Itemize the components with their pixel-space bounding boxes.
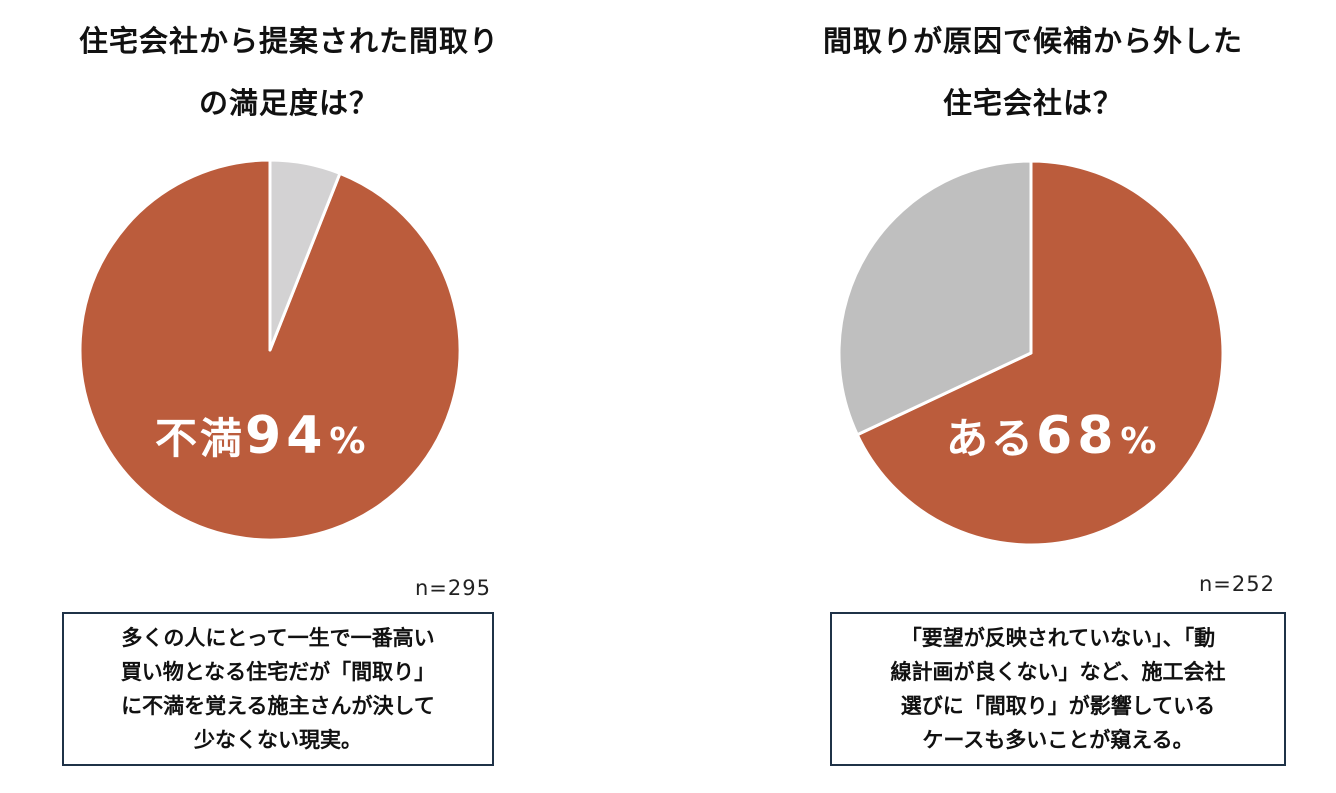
pie-slice-remainder — [268, 158, 342, 352]
slice-label-value: 94 — [245, 406, 328, 466]
slice-label-unit: % — [1120, 421, 1160, 462]
pie-slice-remainder — [837, 159, 1033, 437]
comment-line: 買い物となる住宅だが「間取り」 — [120, 660, 436, 684]
chart-title-line: 住宅会社は？ — [942, 86, 1123, 120]
slice-label-value: 68 — [1036, 406, 1119, 466]
comment-line: 選びに「間取り」が影響している — [900, 694, 1216, 718]
slice-data-label: 不満94% — [155, 405, 368, 466]
comment-text: 「要望が反映されていない」、「動 線計画が良くない」など、施工会社 選びに「間取… — [891, 621, 1226, 757]
comment-line: 線計画が良くない」など、施工会社 — [890, 660, 1226, 684]
comment-line: 「要望が反映されていない」、「動 — [900, 626, 1216, 650]
slice-label-word: ある — [946, 414, 1037, 463]
comment-box: 多くの人にとって一生で一番高い 買い物となる住宅だが「間取り」 に不満を覚える施… — [62, 612, 494, 766]
chart-title-line: の満足度は？ — [198, 86, 379, 120]
comment-box: 「要望が反映されていない」、「動 線計画が良くない」など、施工会社 選びに「間取… — [830, 612, 1286, 766]
sample-size-label: n=252 — [1199, 572, 1275, 596]
chart-title-line: 間取りが原因で候補から外した — [822, 24, 1243, 58]
comment-line: 少なくない現実。 — [194, 728, 362, 752]
comment-text: 多くの人にとって一生で一番高い 買い物となる住宅だが「間取り」 に不満を覚える施… — [121, 621, 435, 757]
slice-label-unit: % — [329, 421, 369, 462]
comment-line: に不満を覚える施主さんが決して — [121, 694, 435, 718]
chart-title: 間取りが原因で候補から外した 住宅会社は？ — [763, 10, 1303, 134]
chart-title-line: 住宅会社から提案された間取り — [78, 24, 499, 58]
pie-slice-ある — [855, 159, 1225, 547]
chart-panel-dissatisfaction: 住宅会社から提案された間取り の満足度は？ 不満94% n=295 多くの人にと… — [20, 10, 558, 766]
comment-line: 多くの人にとって一生で一番高い — [121, 626, 435, 650]
slice-data-label: ある68% — [946, 405, 1159, 466]
pie-chart — [837, 159, 1225, 547]
comment-line: ケースも多いことが窺える。 — [922, 728, 1194, 752]
slice-label-word: 不満 — [155, 414, 246, 463]
pie-chart — [78, 158, 462, 542]
chart-panel-excluded-companies: 間取りが原因で候補から外した 住宅会社は？ ある68% n=252 「要望が反映… — [668, 0, 1336, 793]
chart-title: 住宅会社から提案された間取り の満足度は？ — [20, 10, 558, 134]
sample-size-label: n=295 — [415, 576, 491, 600]
